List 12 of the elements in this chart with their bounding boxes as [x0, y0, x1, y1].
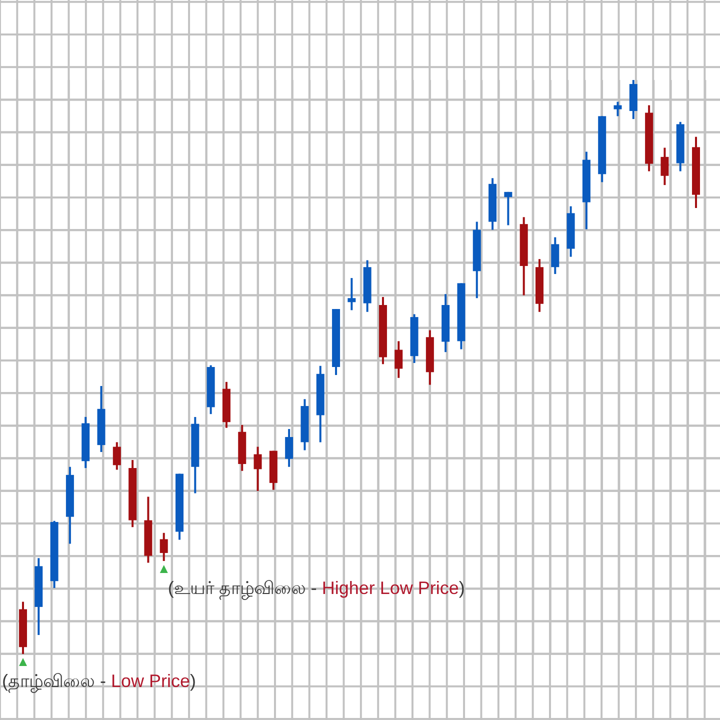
- candlestick: [614, 100, 622, 118]
- candlestick: [348, 277, 356, 312]
- annotation: (உயர் தாழ்விலை - Higher Low Price): [168, 578, 465, 600]
- candlestick: [160, 532, 168, 562]
- candlestick: [551, 236, 560, 276]
- text: (தாழ்விலை - Low Price): [2, 671, 196, 693]
- candlestick: [254, 446, 262, 492]
- candlestick: [660, 146, 669, 186]
- candlestick: [285, 428, 294, 468]
- candlestick: [112, 441, 121, 471]
- candlestick: [504, 190, 512, 226]
- candlestick: [394, 340, 403, 379]
